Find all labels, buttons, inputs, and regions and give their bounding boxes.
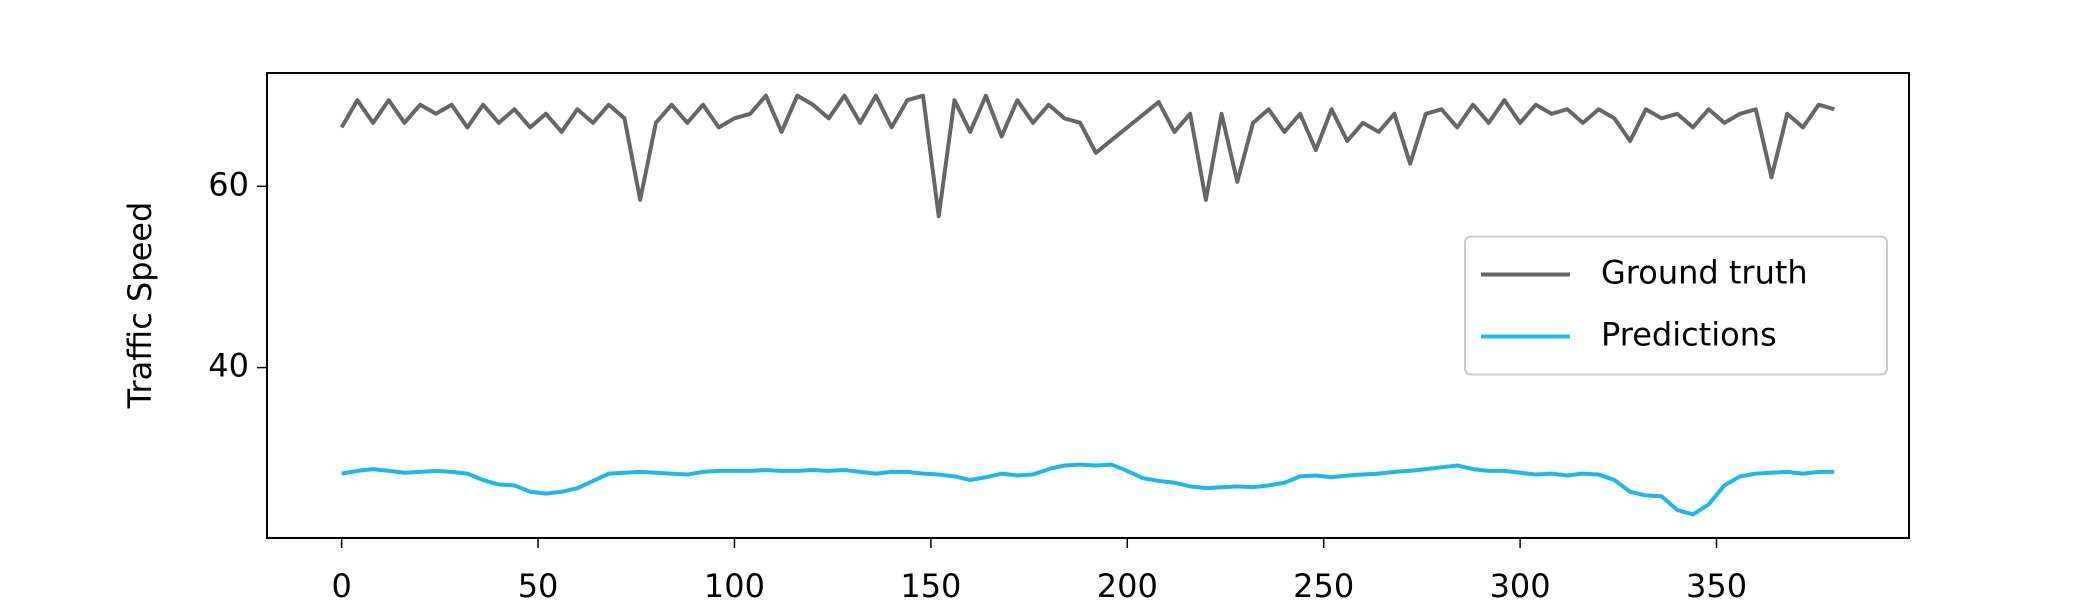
x-tick-label: 150 (900, 567, 961, 600)
plot-frame (266, 72, 1910, 539)
x-tick-label: 300 (1490, 567, 1551, 600)
legend-label: Ground truth (1601, 254, 1808, 292)
data-line (341, 462, 1835, 517)
y-tick-label: 60 (208, 165, 249, 203)
legend-box (1464, 235, 1888, 376)
data-line (339, 93, 1835, 219)
x-tick-label: 350 (1686, 567, 1747, 600)
legend-label: Predictions (1601, 316, 1777, 354)
x-tick-label: 250 (1293, 567, 1354, 600)
legend: Ground truth Predictions (1464, 235, 1888, 376)
x-tick-label: 50 (518, 567, 559, 600)
x-tick-label: 0 (331, 567, 351, 600)
x-tick-label: 200 (1097, 567, 1158, 600)
y-axis-label: Traffic Speed (121, 202, 159, 410)
x-tick-label: 100 (704, 567, 765, 600)
y-tick-label: 40 (208, 347, 249, 385)
